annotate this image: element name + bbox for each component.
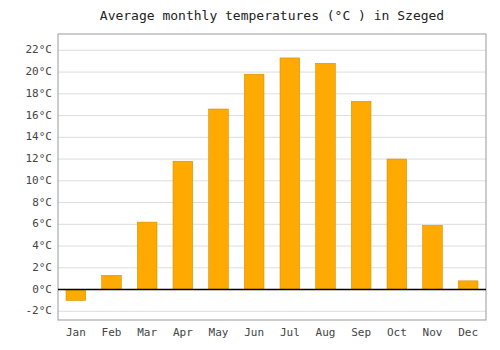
grid-line	[58, 159, 486, 160]
chart-container: Average monthly temperatures (°C ) in Sz…	[0, 0, 500, 350]
x-tick-label: Jul	[280, 326, 300, 339]
plot-frame	[58, 34, 486, 320]
bar	[137, 222, 157, 289]
x-axis: Jan Feb Mar Apr May Jun Jul Aug Sep Oct Nov Dec	[66, 326, 478, 339]
y-tick-label: 20°C	[26, 65, 53, 78]
zero-line	[58, 289, 486, 291]
y-tick-label: 10°C	[26, 174, 53, 187]
grid-line	[58, 224, 486, 225]
x-tick-label: Feb	[102, 326, 122, 339]
chart: Average monthly temperatures (°C ) in Sz…	[0, 0, 500, 350]
bar	[316, 63, 336, 289]
y-tick-label: 16°C	[26, 109, 53, 122]
bar	[458, 281, 478, 290]
x-tick-label: Sep	[351, 326, 371, 339]
grid-line	[58, 180, 486, 181]
x-tick-label: Jun	[244, 326, 264, 339]
bar	[209, 109, 229, 290]
y-axis: -2°C 0°C 2°C 4°C 6°C 8°C 10°C 12°C 14°C 16°C 18°C 2…	[26, 43, 53, 317]
x-tick-label: Oct	[387, 326, 407, 339]
bar	[173, 161, 193, 289]
y-tick-label: -2°C	[26, 304, 53, 317]
grid	[58, 50, 486, 311]
y-tick-label: 18°C	[26, 87, 53, 100]
x-tick-label: Apr	[173, 326, 193, 339]
y-tick-label: 0°C	[32, 283, 52, 296]
y-tick-label: 8°C	[32, 196, 52, 209]
x-tick-label: Aug	[316, 326, 336, 339]
grid-line	[58, 202, 486, 203]
bar	[244, 74, 264, 289]
grid-line	[58, 72, 486, 73]
grid-line	[58, 115, 486, 116]
grid-line	[58, 311, 486, 312]
grid-line	[58, 137, 486, 138]
y-tick-label: 2°C	[32, 261, 52, 274]
bar	[102, 275, 122, 289]
title: Average monthly temperatures (°C ) in Sz…	[100, 8, 444, 23]
bar	[423, 225, 443, 289]
x-tick-label: Nov	[423, 326, 443, 339]
grid-line	[58, 289, 486, 290]
x-tick-label: Jan	[66, 326, 86, 339]
bar	[387, 159, 407, 289]
x-tick-label: Mar	[137, 326, 157, 339]
y-tick-label: 6°C	[32, 217, 52, 230]
y-tick-label: 22°C	[26, 43, 53, 56]
bars	[66, 58, 478, 301]
grid-line	[58, 267, 486, 268]
y-tick-label: 12°C	[26, 152, 53, 165]
grid-line	[58, 93, 486, 94]
x-tick-label: Dec	[458, 326, 478, 339]
y-tick-label: 14°C	[26, 130, 53, 143]
grid-line	[58, 246, 486, 247]
bar	[66, 290, 86, 301]
bar	[280, 58, 300, 290]
grid-line	[58, 50, 486, 51]
bar	[351, 101, 371, 289]
x-tick-label: May	[209, 326, 229, 339]
y-tick-label: 4°C	[32, 239, 52, 252]
